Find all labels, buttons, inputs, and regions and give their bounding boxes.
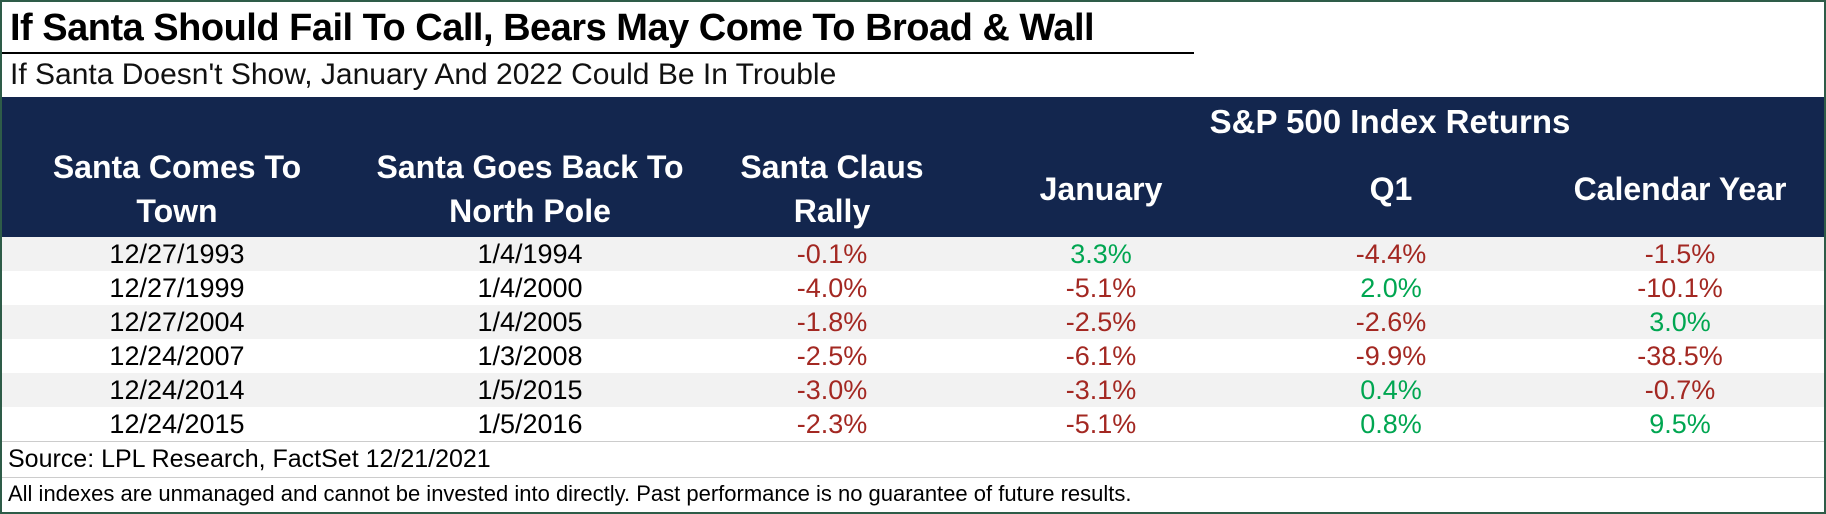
table-row: 12/27/2004 1/4/2005 -1.8% -2.5% -2.6% 3.0% bbox=[2, 305, 1824, 339]
return-value-cell: -0.1% bbox=[796, 239, 868, 269]
page-subtitle: If Santa Doesn't Show, January And 2022 … bbox=[10, 58, 837, 91]
date-cell: 12/24/2014 bbox=[109, 375, 245, 405]
col-header-q1: Q1 bbox=[1246, 141, 1536, 237]
table-row: 12/24/2007 1/3/2008 -2.5% -6.1% -9.9% -38.5% bbox=[2, 339, 1824, 373]
col-header-line: Santa Comes To bbox=[52, 149, 302, 185]
date-cell: 12/24/2007 bbox=[109, 341, 245, 371]
return-value-cell: -2.5% bbox=[796, 341, 868, 371]
return-value-cell: -5.1% bbox=[1065, 273, 1137, 303]
return-value-cell: -2.5% bbox=[1065, 307, 1137, 337]
return-value-cell: -4.4% bbox=[1355, 239, 1427, 269]
table-row: 12/24/2014 1/5/2015 -3.0% -3.1% 0.4% -0.7% bbox=[2, 373, 1824, 407]
return-value-cell: -1.8% bbox=[796, 307, 868, 337]
table-body: 12/27/1993 1/4/1994 -0.1% 3.3% -4.4% -1.5% 12/… bbox=[2, 237, 1824, 441]
group-header-spacer bbox=[2, 97, 956, 141]
col-header-line: North Pole bbox=[449, 193, 611, 229]
table-header: S&P 500 Index Returns Santa Comes To Tow… bbox=[2, 97, 1824, 237]
return-value-cell: -1.5% bbox=[1644, 239, 1716, 269]
return-value-cell: 9.5% bbox=[1649, 409, 1711, 439]
page-title: If Santa Should Fail To Call, Bears May … bbox=[10, 7, 1095, 49]
col-header-calendar-year: Calendar Year bbox=[1536, 141, 1824, 237]
return-value-cell: 3.0% bbox=[1649, 307, 1711, 337]
table-row: 12/27/1999 1/4/2000 -4.0% -5.1% 2.0% -10.1% bbox=[2, 271, 1824, 305]
col-header-line: Rally bbox=[793, 193, 871, 229]
group-header-sp500-index-returns: S&P 500 Index Returns bbox=[956, 97, 1824, 141]
date-cell: 12/27/1993 bbox=[109, 239, 245, 269]
return-value-cell: -6.1% bbox=[1065, 341, 1137, 371]
table-row: 12/27/1993 1/4/1994 -0.1% 3.3% -4.4% -1.5% bbox=[2, 237, 1824, 271]
return-value-cell: -38.5% bbox=[1637, 341, 1723, 371]
return-value-cell: -5.1% bbox=[1065, 409, 1137, 439]
table-row: 12/24/2015 1/5/2016 -2.3% -5.1% 0.8% 9.5% bbox=[2, 407, 1824, 441]
date-cell: 12/27/2004 bbox=[109, 307, 245, 337]
column-header-row: Santa Comes To Town Santa Goes Back To N… bbox=[2, 141, 1824, 237]
date-cell: 1/4/1994 bbox=[477, 239, 583, 269]
return-value-cell: -4.0% bbox=[796, 273, 868, 303]
date-cell: 1/5/2015 bbox=[477, 375, 583, 405]
date-cell: 1/5/2016 bbox=[477, 409, 583, 439]
date-cell: 1/3/2008 bbox=[477, 341, 583, 371]
source-note: Source: LPL Research, FactSet 12/21/2021 bbox=[2, 441, 1824, 477]
return-value-cell: -10.1% bbox=[1637, 273, 1723, 303]
return-value-cell: -3.0% bbox=[796, 375, 868, 405]
return-value-cell: -9.9% bbox=[1355, 341, 1427, 371]
return-value-cell: 0.4% bbox=[1360, 375, 1422, 405]
date-cell: 1/4/2005 bbox=[477, 307, 583, 337]
col-header-january: January bbox=[956, 141, 1246, 237]
return-value-cell: -2.6% bbox=[1355, 307, 1427, 337]
returns-table: S&P 500 Index Returns Santa Comes To Tow… bbox=[2, 97, 1824, 441]
disclaimer-note: All indexes are unmanaged and cannot be … bbox=[2, 477, 1824, 512]
return-value-cell: 3.3% bbox=[1070, 239, 1132, 269]
col-header-line: Santa Claus bbox=[740, 149, 924, 185]
col-header-line: Town bbox=[136, 193, 218, 229]
col-header-santa-comes-to-town: Santa Comes To Town bbox=[2, 141, 352, 237]
col-header-line: Santa Goes Back To bbox=[376, 149, 684, 185]
date-cell: 12/27/1999 bbox=[109, 273, 245, 303]
return-value-cell: -0.7% bbox=[1644, 375, 1716, 405]
return-value-cell: -2.3% bbox=[796, 409, 868, 439]
title-underline bbox=[2, 52, 1194, 54]
date-cell: 1/4/2000 bbox=[477, 273, 583, 303]
date-cell: 12/24/2015 bbox=[109, 409, 245, 439]
col-header-santa-goes-back-to-north-pole: Santa Goes Back To North Pole bbox=[352, 141, 708, 237]
return-value-cell: 0.8% bbox=[1360, 409, 1422, 439]
return-value-cell: -3.1% bbox=[1065, 375, 1137, 405]
group-header-row: S&P 500 Index Returns bbox=[2, 97, 1824, 141]
return-value-cell: 2.0% bbox=[1360, 273, 1422, 303]
col-header-santa-claus-rally: Santa Claus Rally bbox=[708, 141, 956, 237]
